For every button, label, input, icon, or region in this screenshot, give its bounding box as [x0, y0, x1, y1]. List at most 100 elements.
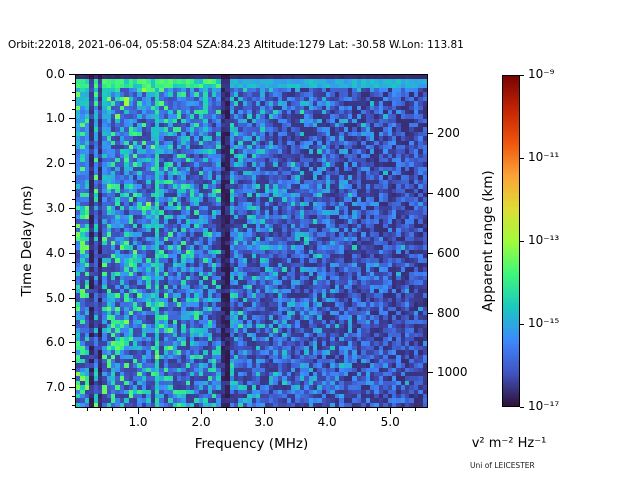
- colorbar-tick: [520, 240, 524, 242]
- y-minor-tick: [71, 378, 75, 380]
- y-minor-tick: [71, 217, 75, 218]
- x-minor-tick: [288, 408, 290, 411]
- x-minor-tick: [87, 408, 88, 411]
- y-minor-tick: [71, 145, 75, 147]
- colorbar-tick: [520, 157, 524, 159]
- heatmap-plot-area: [75, 74, 428, 408]
- y-minor-tick: [71, 243, 75, 245]
- x-axis-label: Frequency (MHz): [194, 436, 309, 452]
- right-tick-label: 400: [437, 186, 460, 201]
- x-minor-tick: [364, 408, 366, 411]
- y-minor-tick: [71, 127, 75, 129]
- right-major-tick: [428, 372, 433, 374]
- y-tick-label: 5.0: [45, 290, 65, 305]
- x-minor-tick: [225, 408, 227, 411]
- x-tick-label: 5.0: [380, 415, 400, 429]
- y-major-tick: [69, 342, 75, 344]
- colorbar-tick-label: 10⁻¹⁷: [528, 399, 560, 413]
- y-minor-tick: [71, 172, 75, 174]
- y-minor-tick: [71, 351, 75, 353]
- right-major-tick: [428, 252, 433, 254]
- y-major-tick: [69, 297, 75, 299]
- y-minor-tick: [71, 199, 75, 200]
- colorbar-tick-label: 10⁻¹¹: [528, 150, 560, 164]
- right-tick-label: 1000: [437, 365, 468, 380]
- x-minor-tick: [213, 408, 215, 411]
- right-major-tick: [428, 133, 433, 135]
- colorbar-tick-label: 10⁻¹⁵: [528, 316, 560, 330]
- y-tick-label: 7.0: [45, 380, 65, 395]
- right-tick-label: 600: [437, 245, 460, 260]
- y-minor-tick: [71, 333, 75, 335]
- x-tick-label: 1.0: [128, 415, 148, 429]
- x-tick-label: 3.0: [254, 415, 274, 429]
- colorbar-tick: [520, 323, 524, 325]
- y-minor-tick: [71, 315, 75, 317]
- y-minor-tick: [71, 226, 75, 227]
- x-tick-label: 4.0: [317, 415, 337, 429]
- x-minor-tick: [314, 408, 315, 411]
- right-tick-label: 200: [437, 126, 460, 141]
- x-minor-tick: [99, 408, 101, 411]
- y-major-tick: [69, 163, 75, 165]
- x-minor-tick: [251, 408, 252, 411]
- y-tick-label: 3.0: [45, 200, 65, 215]
- x-major-tick: [137, 408, 139, 414]
- x-tick-label: 2.0: [191, 415, 211, 429]
- y-minor-tick: [71, 288, 75, 290]
- y-minor-tick: [71, 109, 75, 111]
- x-major-tick: [389, 408, 391, 414]
- right-y-axis-label: Apparent range (km): [480, 170, 496, 312]
- y-minor-tick: [71, 396, 75, 398]
- y-minor-tick: [71, 136, 75, 138]
- y-minor-tick: [71, 82, 75, 84]
- x-major-tick: [263, 408, 265, 414]
- x-minor-tick: [150, 408, 152, 411]
- y-tick-label: 4.0: [45, 245, 65, 260]
- x-major-tick: [326, 408, 328, 414]
- right-major-tick: [428, 312, 433, 314]
- plot-title: Orbit:22018, 2021-06-04, 05:58:04 SZA:84…: [8, 39, 464, 51]
- colorbar-tick: [520, 74, 524, 76]
- colorbar-tick-label: 10⁻¹³: [528, 233, 560, 247]
- y-minor-tick: [71, 270, 75, 272]
- spectrogram-heatmap: [76, 75, 427, 407]
- y-tick-label: 6.0: [45, 335, 65, 350]
- y-axis-label: Time Delay (ms): [19, 185, 35, 297]
- x-minor-tick: [351, 408, 353, 411]
- y-minor-tick: [71, 91, 75, 93]
- y-tick-label: 1.0: [45, 111, 65, 126]
- y-major-tick: [69, 387, 75, 389]
- colorbar-unit-label: v² m⁻² Hz⁻¹: [471, 436, 547, 451]
- right-tick-label: 800: [437, 305, 460, 320]
- colorbar-gradient: [503, 76, 519, 406]
- y-minor-tick: [71, 154, 75, 156]
- y-tick-label: 0.0: [45, 66, 65, 81]
- x-minor-tick: [162, 408, 164, 411]
- x-minor-tick: [175, 408, 177, 411]
- x-minor-tick: [301, 408, 303, 411]
- y-major-tick: [69, 252, 75, 254]
- y-minor-tick: [71, 190, 75, 191]
- x-minor-tick: [276, 408, 278, 411]
- y-minor-tick: [71, 279, 75, 281]
- credit-text: Uni of LEICESTER: [470, 461, 535, 470]
- x-minor-tick: [402, 408, 404, 411]
- y-minor-tick: [71, 261, 75, 263]
- colorbar: [502, 75, 520, 407]
- y-minor-tick: [71, 324, 75, 326]
- y-tick-label: 2.0: [45, 156, 65, 171]
- right-major-tick: [428, 193, 433, 195]
- y-minor-tick: [71, 360, 75, 362]
- y-minor-tick: [71, 405, 75, 407]
- y-major-tick: [69, 118, 75, 120]
- colorbar-tick: [520, 406, 524, 408]
- y-minor-tick: [71, 306, 75, 308]
- y-minor-tick: [71, 181, 75, 182]
- x-minor-tick: [188, 408, 189, 411]
- y-minor-tick: [71, 234, 75, 236]
- x-minor-tick: [377, 408, 378, 411]
- x-minor-tick: [125, 408, 126, 411]
- y-major-tick: [69, 207, 75, 209]
